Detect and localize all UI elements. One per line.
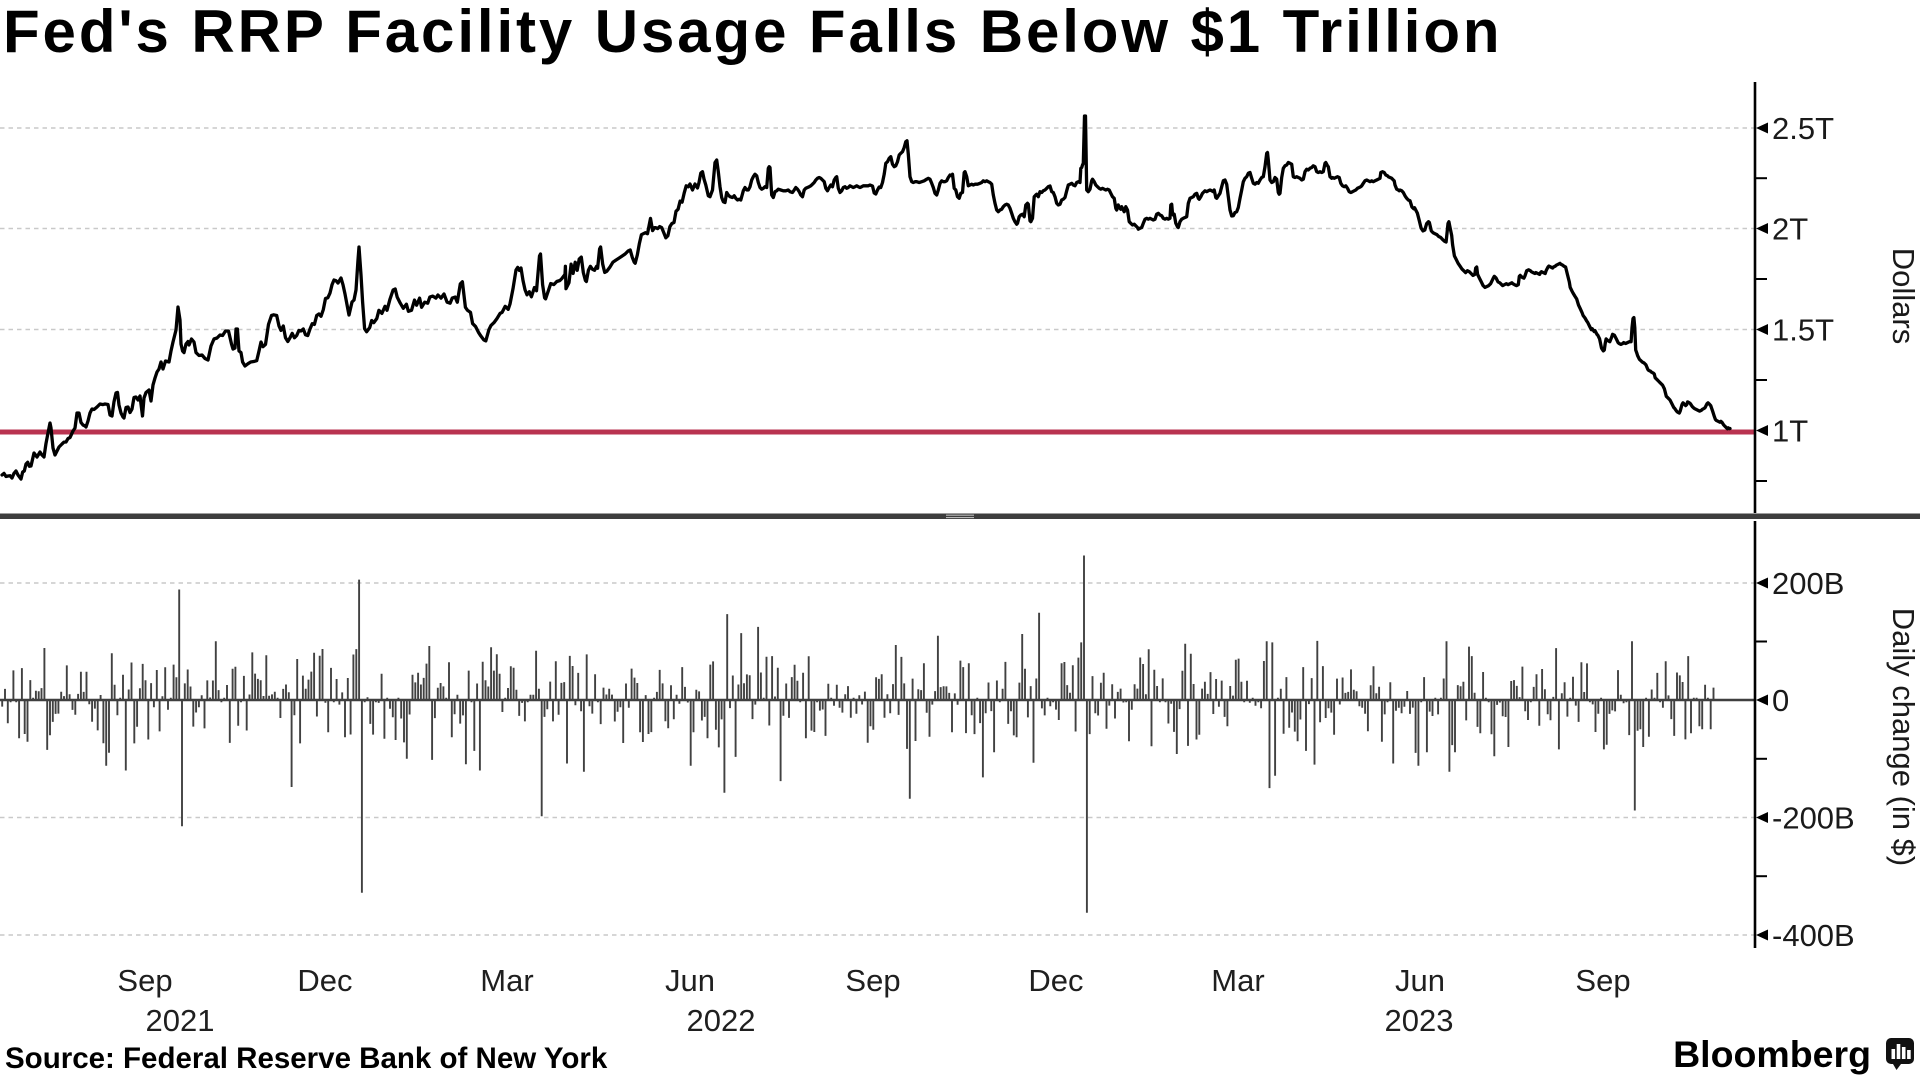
svg-text:Bloomberg: Bloomberg [1673,1033,1871,1075]
svg-text:-200B: -200B [1772,801,1855,836]
svg-text:Source: Federal Reserve Bank o: Source: Federal Reserve Bank of New York [5,1042,608,1075]
svg-text:1T: 1T [1772,414,1808,449]
svg-text:Dec: Dec [1028,963,1083,998]
svg-text:200B: 200B [1772,566,1844,601]
svg-text:Jun: Jun [1395,963,1445,998]
svg-text:Sep: Sep [1575,963,1630,998]
svg-text:2022: 2022 [687,1003,756,1038]
svg-text:1.5T: 1.5T [1772,313,1834,348]
svg-text:Sep: Sep [845,963,900,998]
svg-text:Dollars: Dollars [1886,248,1920,344]
svg-text:2021: 2021 [146,1003,215,1038]
svg-text:-400B: -400B [1772,918,1855,953]
svg-text:Mar: Mar [1211,963,1264,998]
svg-text:2.5T: 2.5T [1772,111,1834,146]
svg-text:2T: 2T [1772,212,1808,247]
svg-text:Jun: Jun [665,963,715,998]
svg-text:Daily change (in $): Daily change (in $) [1886,608,1920,866]
svg-text:Sep: Sep [117,963,172,998]
svg-text:Fed's RRP Facility Usage Falls: Fed's RRP Facility Usage Falls Below $1 … [3,0,1502,65]
svg-text:Dec: Dec [297,963,352,998]
svg-text:Mar: Mar [480,963,533,998]
svg-text:2023: 2023 [1385,1003,1454,1038]
svg-text:0: 0 [1772,683,1789,718]
